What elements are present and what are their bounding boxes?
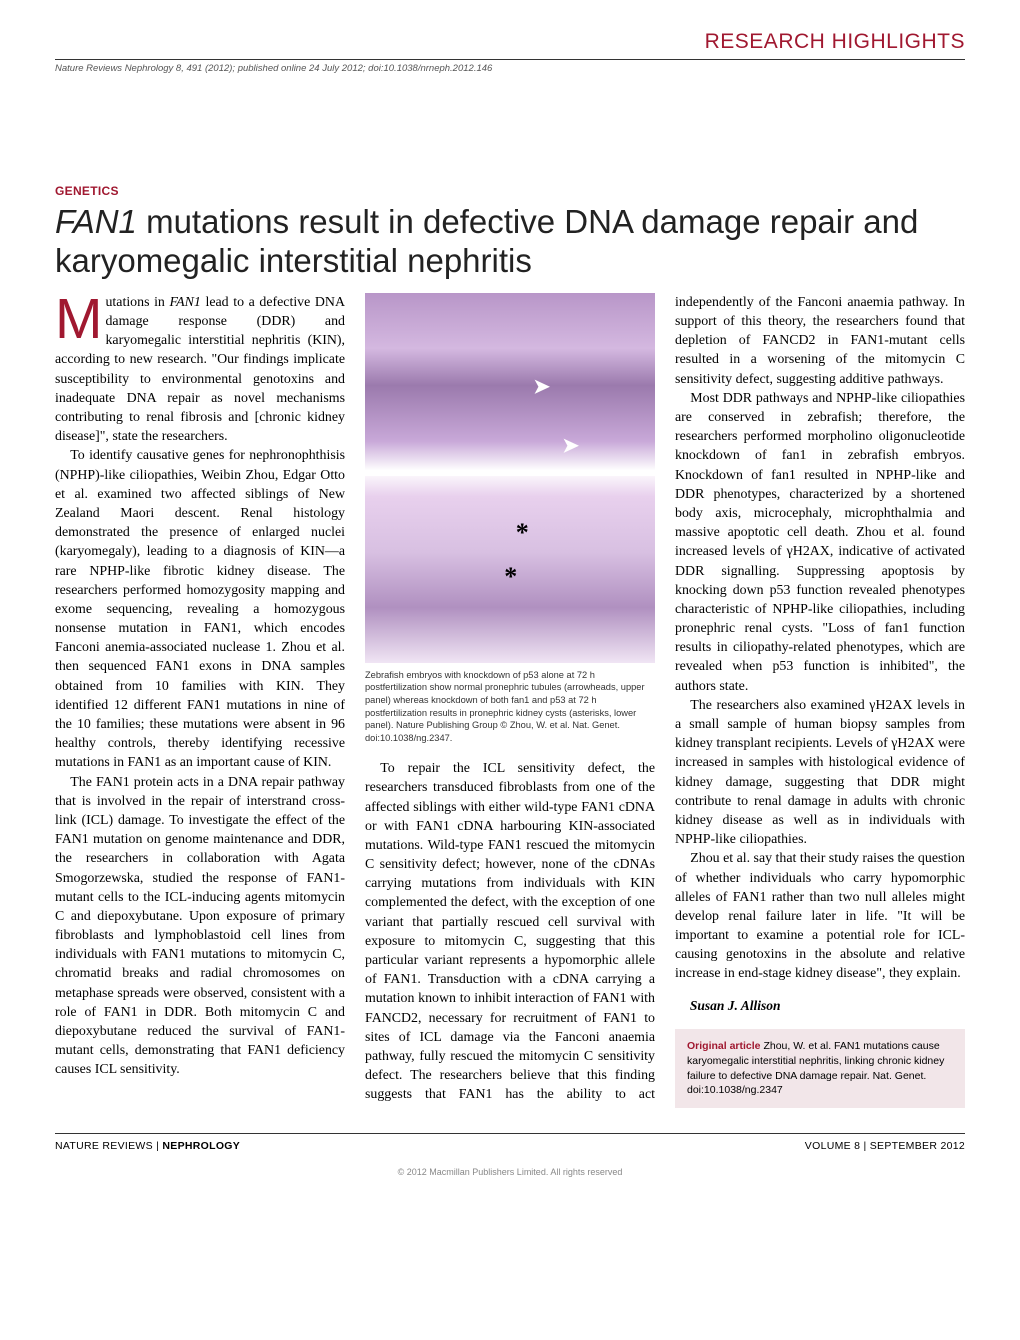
paragraph-5: Most DDR pathways and NPHP-like ciliopat… bbox=[675, 389, 965, 696]
asterisk-marker: * bbox=[504, 559, 517, 595]
title-italic: FAN1 bbox=[55, 203, 137, 240]
reference-label: Original article bbox=[687, 1040, 761, 1052]
asterisk-marker: * bbox=[516, 515, 529, 551]
arrowhead-icon: ➤ bbox=[562, 433, 579, 461]
author-byline: Susan J. Allison bbox=[675, 997, 965, 1016]
paragraph-1: Mutations in FAN1 lead to a defective DN… bbox=[55, 293, 345, 447]
p1-start: utations in bbox=[105, 295, 169, 310]
footer-right: VOLUME 8 | SEPTEMBER 2012 bbox=[805, 1140, 965, 1152]
copyright-line: © 2012 Macmillan Publishers Limited. All… bbox=[55, 1167, 965, 1177]
page-footer: NATURE REVIEWS | NEPHROLOGY VOLUME 8 | S… bbox=[55, 1133, 965, 1152]
paragraph-7: Zhou et al. say that their study raises … bbox=[675, 849, 965, 983]
dropcap: M bbox=[55, 293, 105, 341]
reference-box: Original article Zhou, W. et al. FAN1 mu… bbox=[675, 1029, 965, 1108]
citation-line: Nature Reviews Nephrology 8, 491 (2012);… bbox=[55, 63, 965, 74]
footer-journal: NATURE REVIEWS | bbox=[55, 1140, 162, 1152]
footer-journal-name: NEPHROLOGY bbox=[162, 1140, 240, 1152]
article-title: FAN1 mutations result in defective DNA d… bbox=[55, 203, 965, 281]
section-header: RESEARCH HIGHLIGHTS bbox=[55, 30, 965, 54]
figure-image: ➤ ➤ * * bbox=[365, 293, 655, 663]
citation-text: Nature Reviews Nephrology 8, 491 (2012);… bbox=[55, 63, 492, 74]
top-divider bbox=[55, 59, 965, 60]
arrowhead-icon: ➤ bbox=[533, 374, 550, 402]
article-body: Mutations in FAN1 lead to a defective DN… bbox=[55, 293, 965, 1108]
paragraph-2: To identify causative genes for nephrono… bbox=[55, 446, 345, 772]
p1-fan1: FAN1 bbox=[169, 295, 200, 310]
title-rest: mutations result in defective DNA damage… bbox=[55, 203, 918, 279]
figure-caption: Zebrafish embryos with knockdown of p53 … bbox=[365, 669, 655, 744]
figure: ➤ ➤ * * Zebrafish embryos with knockdown… bbox=[365, 293, 655, 744]
category-label: GENETICS bbox=[55, 184, 965, 198]
paragraph-3: The FAN1 protein acts in a DNA repair pa… bbox=[55, 773, 345, 1080]
paragraph-6: The researchers also examined γH2AX leve… bbox=[675, 696, 965, 850]
figure-panel-separator bbox=[365, 470, 655, 476]
footer-left: NATURE REVIEWS | NEPHROLOGY bbox=[55, 1140, 240, 1152]
